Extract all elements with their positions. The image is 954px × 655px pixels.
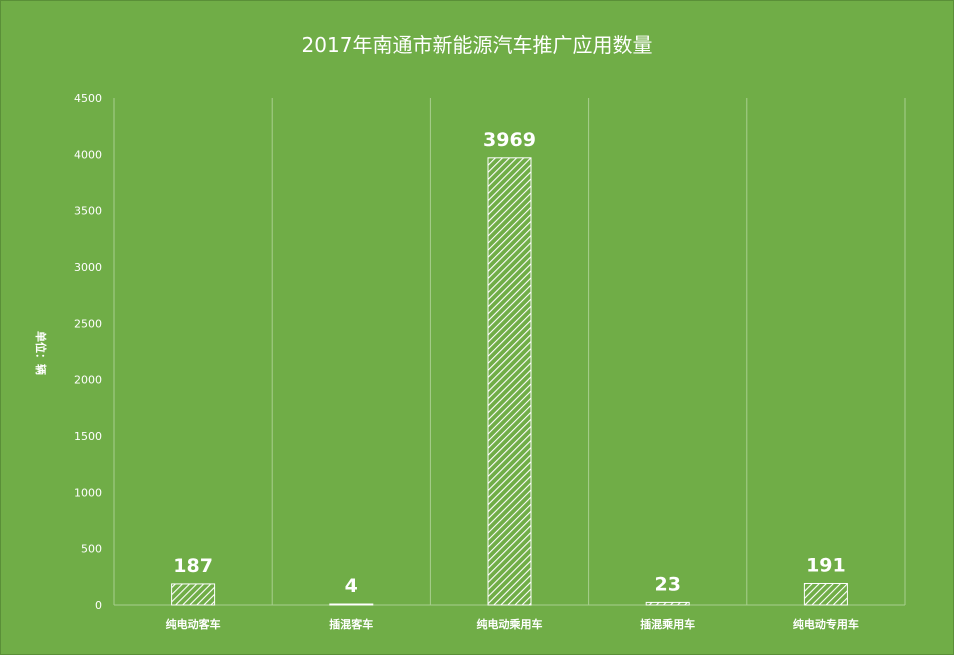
x-tick-label: 插混乘用车	[640, 617, 695, 631]
label-layer: 0 500 1000 1500 2000 2500 3000 3500 4000 4500 187 纯…	[74, 92, 859, 631]
x-tick-label: 纯电动乘用车	[477, 617, 543, 631]
y-tick-label: 1500	[74, 430, 102, 443]
data-label: 191	[806, 554, 846, 576]
data-label: 3969	[483, 129, 536, 151]
bar-layer	[171, 157, 848, 606]
bar	[329, 603, 374, 606]
data-label: 187	[173, 555, 213, 577]
y-tick-label: 4500	[74, 92, 102, 105]
bar	[803, 582, 848, 606]
data-label: 23	[654, 573, 680, 595]
y-tick-label: 2000	[74, 374, 102, 387]
data-label: 4	[345, 575, 358, 597]
bar	[645, 601, 690, 606]
y-tick-label: 4000	[74, 148, 102, 161]
y-tick-label: 2500	[74, 317, 102, 330]
y-tick-label: 3000	[74, 261, 102, 274]
chart-title: 2017年南通市新能源汽车推广应用数量	[301, 33, 653, 57]
x-tick-label: 纯电动专用车	[793, 617, 859, 631]
y-tick-label: 1000	[74, 486, 102, 499]
y-tick-label: 0	[95, 599, 102, 612]
x-tick-label: 插混客车	[329, 617, 373, 631]
bar	[487, 157, 532, 606]
bar	[171, 583, 216, 606]
grid-layer	[113, 98, 906, 606]
y-tick-label: 500	[81, 543, 102, 556]
y-tick-label: 3500	[74, 205, 102, 218]
x-tick-label: 纯电动客车	[166, 617, 221, 631]
